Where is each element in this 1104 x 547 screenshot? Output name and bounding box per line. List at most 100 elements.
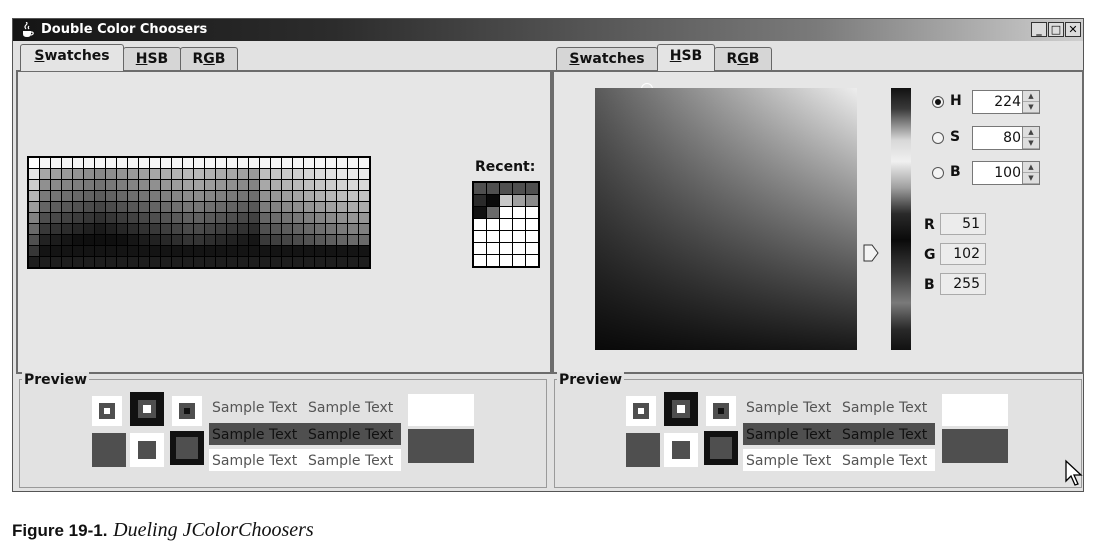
swatch-cell[interactable] [348, 169, 358, 179]
swatch-cell[interactable] [117, 180, 127, 190]
swatch-cell[interactable] [293, 169, 303, 179]
swatch-cell[interactable] [304, 158, 314, 168]
swatch-cell[interactable] [183, 235, 193, 245]
swatch-cell[interactable] [183, 180, 193, 190]
swatch-cell[interactable] [205, 180, 215, 190]
swatch-cell[interactable] [337, 202, 347, 212]
swatch-cell[interactable] [161, 202, 171, 212]
swatch-cell[interactable] [249, 235, 259, 245]
swatch-cell[interactable] [293, 257, 303, 267]
swatch-cell[interactable] [304, 235, 314, 245]
swatch-cell[interactable] [117, 235, 127, 245]
swatch-cell[interactable] [40, 169, 50, 179]
swatch-cell[interactable] [172, 235, 182, 245]
swatch-cell[interactable] [117, 202, 127, 212]
swatch-cell[interactable] [304, 224, 314, 234]
recent-swatch-cell[interactable] [474, 243, 486, 254]
swatch-cell[interactable] [40, 246, 50, 256]
recent-swatch-cell[interactable] [487, 231, 499, 242]
swatch-cell[interactable] [282, 180, 292, 190]
recent-swatch-cell[interactable] [513, 183, 525, 194]
swatch-cell[interactable] [205, 158, 215, 168]
swatch-cell[interactable] [51, 235, 61, 245]
recent-swatch-cell[interactable] [487, 183, 499, 194]
swatch-cell[interactable] [205, 246, 215, 256]
recent-swatch-cell[interactable] [526, 243, 538, 254]
swatch-cell[interactable] [40, 235, 50, 245]
swatch-cell[interactable] [315, 224, 325, 234]
swatch-cell[interactable] [227, 169, 237, 179]
swatch-cell[interactable] [62, 180, 72, 190]
swatch-cell[interactable] [227, 235, 237, 245]
swatch-cell[interactable] [73, 202, 83, 212]
swatch-cell[interactable] [161, 169, 171, 179]
swatch-cell[interactable] [95, 158, 105, 168]
swatch-cell[interactable] [139, 257, 149, 267]
swatch-cell[interactable] [51, 180, 61, 190]
swatch-cell[interactable] [106, 158, 116, 168]
swatch-cell[interactable] [271, 191, 281, 201]
swatch-cell[interactable] [359, 246, 369, 256]
swatch-cell[interactable] [205, 202, 215, 212]
recent-swatch-cell[interactable] [500, 183, 512, 194]
swatch-cell[interactable] [326, 180, 336, 190]
swatch-cell[interactable] [183, 158, 193, 168]
swatch-cell[interactable] [326, 246, 336, 256]
swatch-cell[interactable] [73, 224, 83, 234]
saturation-spinner[interactable]: 80 ▲ ▼ [972, 126, 1040, 150]
swatch-cell[interactable] [106, 169, 116, 179]
swatch-cell[interactable] [161, 191, 171, 201]
swatch-cell[interactable] [51, 257, 61, 267]
swatch-cell[interactable] [260, 235, 270, 245]
swatch-cell[interactable] [172, 191, 182, 201]
swatch-cell[interactable] [326, 213, 336, 223]
swatch-cell[interactable] [271, 224, 281, 234]
swatch-cell[interactable] [249, 202, 259, 212]
swatch-cell[interactable] [172, 169, 182, 179]
swatch-cell[interactable] [95, 246, 105, 256]
recent-swatch-cell[interactable] [500, 207, 512, 218]
swatch-cell[interactable] [194, 158, 204, 168]
swatch-cell[interactable] [128, 169, 138, 179]
swatch-cell[interactable] [51, 246, 61, 256]
swatch-cell[interactable] [139, 213, 149, 223]
swatch-cell[interactable] [227, 158, 237, 168]
swatch-cell[interactable] [183, 191, 193, 201]
swatch-cell[interactable] [238, 202, 248, 212]
swatch-cell[interactable] [315, 202, 325, 212]
recent-swatch-cell[interactable] [526, 255, 538, 266]
swatch-cell[interactable] [282, 158, 292, 168]
swatch-cell[interactable] [348, 235, 358, 245]
swatch-cell[interactable] [73, 180, 83, 190]
swatch-cell[interactable] [194, 224, 204, 234]
swatch-cell[interactable] [216, 202, 226, 212]
recent-swatch-cell[interactable] [487, 219, 499, 230]
swatch-cell[interactable] [271, 158, 281, 168]
swatch-cell[interactable] [117, 169, 127, 179]
swatch-cell[interactable] [271, 180, 281, 190]
swatch-cell[interactable] [216, 235, 226, 245]
swatch-cell[interactable] [128, 202, 138, 212]
swatch-cell[interactable] [260, 191, 270, 201]
swatch-cell[interactable] [315, 257, 325, 267]
swatch-cell[interactable] [348, 191, 358, 201]
recent-swatch-cell[interactable] [500, 195, 512, 206]
swatch-cell[interactable] [183, 257, 193, 267]
close-button[interactable]: ✕ [1065, 22, 1081, 37]
swatch-cell[interactable] [315, 213, 325, 223]
swatch-cell[interactable] [95, 257, 105, 267]
swatch-cell[interactable] [238, 246, 248, 256]
brightness-up-arrow-icon[interactable]: ▲ [1023, 162, 1039, 173]
swatch-cell[interactable] [150, 202, 160, 212]
swatch-cell[interactable] [139, 191, 149, 201]
swatch-cell[interactable] [84, 257, 94, 267]
swatch-cell[interactable] [84, 213, 94, 223]
swatch-cell[interactable] [29, 191, 39, 201]
swatch-cell[interactable] [359, 169, 369, 179]
recent-swatch-cell[interactable] [500, 219, 512, 230]
swatch-cell[interactable] [227, 224, 237, 234]
swatch-cell[interactable] [117, 246, 127, 256]
swatch-cell[interactable] [348, 224, 358, 234]
swatch-cell[interactable] [238, 224, 248, 234]
swatch-cell[interactable] [238, 158, 248, 168]
